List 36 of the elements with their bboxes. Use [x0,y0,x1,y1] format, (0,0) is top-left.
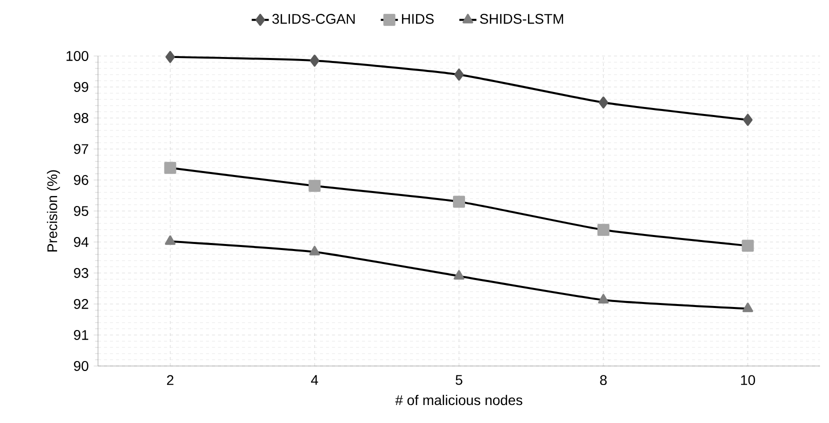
x-tick-label: 4 [311,375,318,385]
point [164,235,176,245]
y-tick-label: 100 [66,51,88,61]
y-tick-label: 98 [74,113,88,123]
x-tick-label: 8 [600,375,607,386]
point [309,246,320,256]
y-tick-label: 94 [74,237,88,247]
point [598,294,609,304]
y-tick-label: 91 [74,330,88,340]
point [742,302,754,312]
x-tick-label: 10 [741,375,756,386]
x-axis-title: # of malicious nodes [395,394,522,406]
point [454,270,464,280]
y-tick-label: 95 [74,206,88,216]
legend-label: HIDS [402,14,434,24]
y-tick-label: 90 [74,361,88,371]
y-tick-label: 93 [74,268,88,278]
point [165,50,175,63]
point [743,114,753,126]
point [597,224,610,236]
y-tick-label: 92 [74,299,88,309]
x-tick-label: 5 [456,375,462,385]
x-tick-label: 2 [167,375,174,385]
y-tick-label: 97 [74,144,88,154]
point [310,54,320,67]
legend-label: SHIDS-LSTM [480,14,564,24]
point [308,180,321,192]
y-tick-label: 99 [74,82,88,92]
y-axis-title: Precision (%) [46,170,60,252]
point [454,68,464,81]
legend-label: 3LIDS-CGAN [272,14,355,24]
y-tick-label: 96 [74,175,88,185]
point [742,240,754,252]
point [453,196,466,208]
point [598,96,608,108]
point [164,162,176,174]
